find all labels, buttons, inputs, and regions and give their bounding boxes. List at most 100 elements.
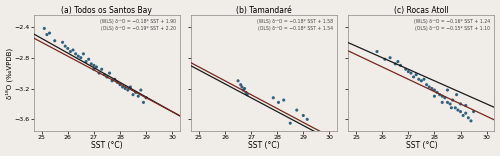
Point	[456, 110, 464, 113]
Point	[428, 87, 436, 90]
Point	[412, 73, 420, 76]
Point	[137, 89, 145, 91]
Point	[72, 53, 80, 55]
Point	[422, 83, 430, 86]
Point	[116, 83, 124, 86]
Point	[303, 118, 311, 121]
Point	[61, 45, 69, 47]
Y-axis label: δ¹⁸O (‰VPDB): δ¹⁸O (‰VPDB)	[6, 48, 13, 99]
Title: (a) Todos os Santos Bay: (a) Todos os Santos Bay	[62, 6, 152, 15]
Point	[124, 89, 132, 91]
Point	[433, 91, 441, 94]
Point	[126, 86, 134, 88]
Point	[456, 103, 464, 105]
Point	[373, 50, 381, 53]
Point	[43, 33, 51, 36]
Point	[74, 55, 82, 57]
Point	[98, 68, 106, 71]
Point	[448, 107, 456, 109]
Point	[430, 95, 438, 98]
Text: (WLS) δ¹⁸O = −0.18* SST + 1.58
(OLS) δ¹⁸O = −0.18* SST + 1.54: (WLS) δ¹⁸O = −0.18* SST + 1.58 (OLS) δ¹⁸…	[256, 19, 333, 31]
Point	[80, 53, 88, 55]
Point	[392, 63, 400, 65]
Point	[452, 107, 460, 109]
Point	[404, 70, 412, 73]
Point	[118, 86, 126, 88]
Point	[142, 97, 150, 99]
Point	[420, 78, 428, 80]
Point	[90, 64, 98, 67]
Point	[381, 58, 389, 61]
Point	[40, 27, 48, 30]
Point	[274, 101, 282, 104]
Point	[114, 81, 122, 84]
Point	[300, 114, 308, 117]
Point	[444, 101, 452, 104]
Point	[66, 50, 74, 53]
Point	[286, 122, 294, 124]
Point	[238, 86, 246, 88]
Point	[82, 60, 90, 63]
Text: (WLS) δ¹⁸O = −0.18* SST + 1.90
(OLS) δ¹⁸O = −0.19* SST + 2.20: (WLS) δ¹⁸O = −0.18* SST + 1.90 (OLS) δ¹⁸…	[100, 19, 176, 31]
Point	[430, 89, 438, 91]
Point	[448, 99, 456, 101]
Point	[410, 76, 418, 78]
Point	[270, 97, 278, 99]
Point	[110, 78, 118, 80]
Point	[236, 83, 244, 86]
Point	[64, 47, 72, 50]
X-axis label: SST (°C): SST (°C)	[91, 141, 122, 150]
Point	[459, 114, 467, 117]
Point	[396, 64, 404, 67]
Point	[132, 91, 140, 94]
Point	[240, 89, 248, 91]
Point	[394, 60, 402, 63]
Point	[100, 73, 108, 76]
Point	[129, 93, 137, 96]
Point	[77, 56, 85, 59]
Point	[446, 103, 454, 105]
Point	[240, 87, 248, 90]
Point	[88, 63, 96, 65]
Point	[242, 91, 250, 94]
Point	[106, 72, 114, 74]
Point	[46, 32, 54, 34]
Point	[134, 95, 142, 98]
Point	[84, 58, 92, 61]
Point	[444, 89, 452, 91]
Point	[293, 109, 301, 111]
Point	[436, 93, 444, 96]
Point	[103, 76, 111, 78]
Text: (WLS) δ¹⁸O = −0.16* SST + 1.24
(OLS) δ¹⁸O = −0.15* SST + 1.10: (WLS) δ¹⁸O = −0.16* SST + 1.24 (OLS) δ¹⁸…	[414, 19, 490, 31]
Point	[386, 56, 394, 59]
Point	[462, 112, 469, 114]
Point	[454, 109, 462, 111]
Point	[415, 78, 423, 80]
Title: (c) Rocas Atoll: (c) Rocas Atoll	[394, 6, 449, 15]
Point	[407, 72, 415, 74]
Point	[462, 104, 469, 107]
Point	[234, 80, 242, 82]
Point	[438, 95, 446, 98]
Point	[108, 80, 116, 82]
Point	[464, 117, 472, 119]
Point	[50, 39, 58, 42]
Point	[280, 99, 287, 101]
Point	[90, 68, 98, 71]
Point	[452, 93, 460, 96]
Point	[438, 101, 446, 104]
Point	[92, 66, 100, 68]
Point	[58, 41, 66, 44]
Point	[69, 49, 77, 51]
Point	[140, 101, 147, 104]
Point	[470, 110, 478, 113]
Point	[121, 87, 129, 90]
Point	[418, 80, 426, 82]
Point	[402, 68, 409, 71]
X-axis label: SST (°C): SST (°C)	[248, 141, 280, 150]
Point	[467, 120, 475, 122]
Title: (b) Tamandaré: (b) Tamandaré	[236, 6, 292, 15]
Point	[243, 93, 251, 96]
Point	[95, 72, 103, 74]
X-axis label: SST (°C): SST (°C)	[406, 141, 437, 150]
